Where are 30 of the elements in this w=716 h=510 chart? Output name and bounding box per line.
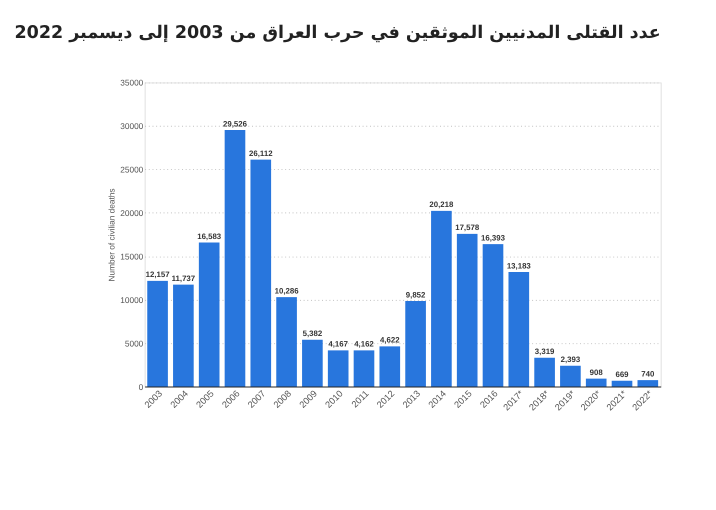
bar (431, 210, 452, 387)
bar (147, 280, 168, 387)
bar (560, 366, 581, 387)
y-tick-label: 5000 (124, 338, 144, 348)
bar (276, 297, 297, 387)
bar (637, 380, 658, 387)
bar (456, 234, 478, 387)
y-tick-label: 15000 (120, 251, 144, 262)
bar (173, 284, 194, 387)
y-tick-label: 20000 (120, 208, 144, 218)
bar (250, 160, 272, 387)
y-tick-label: 0 (138, 382, 144, 392)
bar (534, 358, 555, 387)
y-tick-label: 35000 (120, 78, 144, 88)
bar (354, 350, 374, 387)
bar (198, 242, 220, 387)
y-axis-title: Number of civilian deaths (106, 188, 117, 282)
bar (612, 380, 632, 387)
bar (508, 272, 530, 387)
bar (328, 350, 349, 387)
y-tick-label: 25000 (120, 164, 144, 175)
bar (224, 130, 246, 387)
bar (302, 340, 323, 387)
bar (586, 378, 607, 387)
bar (482, 244, 504, 387)
y-tick-label: 10000 (120, 294, 144, 305)
bar (379, 346, 400, 387)
y-tick-label: 30000 (120, 121, 144, 132)
bar (405, 300, 426, 387)
chart-title: عدد القتلى المدنيين الموثقين في حرب العراق من 2003 إلى ديسمبر 2022 (14, 23, 661, 44)
